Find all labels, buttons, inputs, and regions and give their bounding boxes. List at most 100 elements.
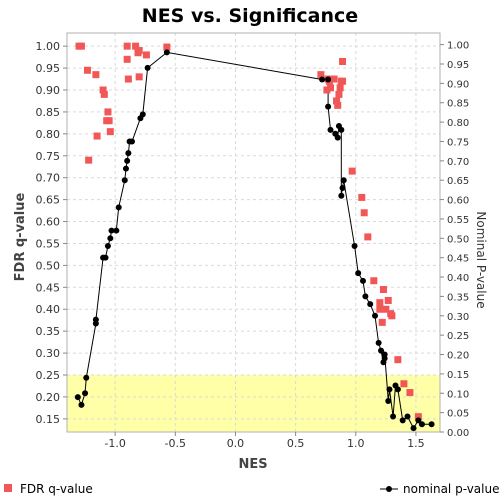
nominal-p-value-point bbox=[327, 126, 334, 133]
plot-background bbox=[67, 33, 440, 432]
nominal-p-value-point bbox=[121, 177, 128, 184]
fdr-q-value-point bbox=[135, 47, 143, 55]
fdr-q-value-point bbox=[400, 380, 408, 388]
nominal-p-value-point bbox=[83, 374, 90, 381]
fdr-q-value-point bbox=[327, 84, 335, 92]
nominal-p-value-point bbox=[325, 76, 332, 83]
left-y-tick-label: 0.65 bbox=[36, 194, 61, 207]
right-y-tick-label: 0.70 bbox=[447, 157, 469, 168]
plot-area bbox=[66, 32, 441, 433]
plot-border bbox=[66, 32, 441, 433]
left-y-tick-label: 0.50 bbox=[36, 259, 61, 272]
right-y-tick-label: 0.90 bbox=[447, 79, 469, 90]
left-y-tick-label: 0.35 bbox=[36, 325, 61, 338]
fdr-q-value-point bbox=[163, 43, 171, 51]
fdr-q-value-point bbox=[317, 71, 325, 79]
nominal-p-value-point bbox=[372, 312, 379, 319]
nominal-p-value-point bbox=[394, 386, 401, 393]
left-y-axis-title: FDR q-value bbox=[13, 192, 28, 281]
right-y-tick-label: 0.85 bbox=[447, 99, 469, 110]
fdr-q-value-point bbox=[364, 233, 372, 241]
right-y-tick-label: 0.30 bbox=[447, 312, 469, 323]
left-y-tick-label: 0.20 bbox=[36, 391, 61, 404]
legend-nominal-dot bbox=[386, 486, 392, 492]
right-y-axis-ticks: 0.00 0.05 0.10 0.15 0.20 0.25 0.30 0.35 0.40 0.45… bbox=[440, 41, 469, 439]
nominal-p-value-point bbox=[404, 413, 411, 420]
fdr-q-value-point bbox=[370, 277, 378, 285]
nominal-p-value-point bbox=[319, 76, 326, 83]
right-y-tick-label: 0.40 bbox=[447, 273, 469, 284]
right-y-tick-label: 0.10 bbox=[447, 389, 469, 400]
nominal-p-value-point bbox=[340, 177, 347, 184]
left-y-tick-label: 0.30 bbox=[36, 347, 61, 360]
right-y-tick-label: 0.05 bbox=[447, 409, 469, 420]
right-y-tick-label: 0.35 bbox=[447, 292, 469, 303]
fdr-q-value-point bbox=[358, 193, 366, 201]
nominal-p-value-point bbox=[415, 417, 422, 424]
fdr-q-value-point bbox=[384, 296, 392, 304]
left-y-tick-label: 1.00 bbox=[36, 40, 61, 53]
right-y-tick-label: 0.65 bbox=[447, 176, 469, 187]
fdr-q-value-point bbox=[83, 66, 91, 74]
fdr-q-value-point bbox=[85, 156, 93, 164]
right-y-tick-label: 0.00 bbox=[447, 428, 469, 439]
fdr-q-value-point bbox=[334, 101, 342, 109]
legend-fdr-label: FDR q-value bbox=[20, 482, 93, 496]
left-y-tick-label: 0.55 bbox=[36, 237, 61, 250]
left-y-tick-label: 0.70 bbox=[36, 172, 61, 185]
nominal-p-value-point bbox=[139, 111, 146, 118]
nominal-p-value-point bbox=[399, 417, 406, 424]
right-y-tick-label: 0.75 bbox=[447, 137, 469, 148]
left-y-tick-label: 0.85 bbox=[36, 106, 61, 119]
fdr-q-value-point bbox=[339, 77, 347, 85]
right-y-tick-label: 1.00 bbox=[447, 41, 469, 52]
right-y-tick-label: 0.55 bbox=[447, 215, 469, 226]
nominal-p-value-point bbox=[378, 347, 385, 354]
right-y-tick-label: 0.15 bbox=[447, 370, 469, 381]
right-y-tick-label: 0.50 bbox=[447, 234, 469, 245]
fdr-significance-band bbox=[67, 375, 440, 432]
nominal-p-value-point bbox=[122, 165, 129, 172]
fdr-q-value-point bbox=[406, 389, 414, 397]
nominal-p-value-point bbox=[104, 243, 111, 250]
nominal-p-value-point bbox=[325, 103, 332, 110]
nominal-p-value-point bbox=[108, 227, 115, 234]
left-y-tick-label: 0.45 bbox=[36, 281, 61, 294]
fdr-q-value-point bbox=[93, 132, 101, 140]
fdr-q-value-point bbox=[123, 55, 131, 63]
fdr-q-value-point bbox=[414, 413, 422, 421]
left-y-tick-label: 0.40 bbox=[36, 303, 61, 316]
nominal-p-value-point bbox=[125, 150, 132, 157]
fdr-q-value-point bbox=[378, 318, 386, 326]
left-y-axis-ticks: 0.15 0.20 0.25 0.30 0.35 0.40 0.45 0.50 0.55 0.60… bbox=[36, 40, 67, 426]
fdr-q-value-point bbox=[124, 75, 132, 83]
nominal-p-value-point bbox=[418, 421, 425, 428]
right-y-tick-label: 0.80 bbox=[447, 118, 469, 129]
x-tick-label: 0.5 bbox=[287, 437, 305, 450]
x-tick-label: 0.0 bbox=[227, 437, 245, 450]
fdr-q-value-point bbox=[104, 108, 112, 116]
left-y-tick-label: 0.15 bbox=[36, 413, 61, 426]
nominal-p-value-point bbox=[362, 293, 369, 300]
nominal-p-value-point bbox=[107, 235, 114, 242]
nominal-p-value-point bbox=[355, 270, 362, 277]
fdr-q-value-point bbox=[135, 73, 143, 81]
nominal-p-value-point bbox=[113, 227, 120, 234]
fdr-q-value-point bbox=[382, 305, 390, 313]
fdr-q-value-point bbox=[376, 305, 384, 313]
fdr-q-value-point bbox=[106, 128, 114, 136]
nominal-p-value-point bbox=[163, 49, 170, 56]
fdr-q-value-point bbox=[132, 42, 140, 50]
fdr-q-value-point bbox=[77, 42, 85, 50]
x-axis-title: NES bbox=[238, 457, 267, 472]
nominal-p-value-point bbox=[82, 390, 89, 397]
fdr-q-value-point bbox=[92, 71, 100, 79]
right-y-tick-label: 0.45 bbox=[447, 254, 469, 265]
nominal-p-value-point bbox=[144, 64, 151, 71]
nominal-p-value-point bbox=[386, 386, 393, 393]
nominal-p-value-point bbox=[428, 421, 435, 428]
fdr-q-value-point bbox=[339, 58, 347, 65]
nominal-p-value-point bbox=[385, 398, 392, 405]
nominal-p-value-point bbox=[381, 351, 388, 358]
